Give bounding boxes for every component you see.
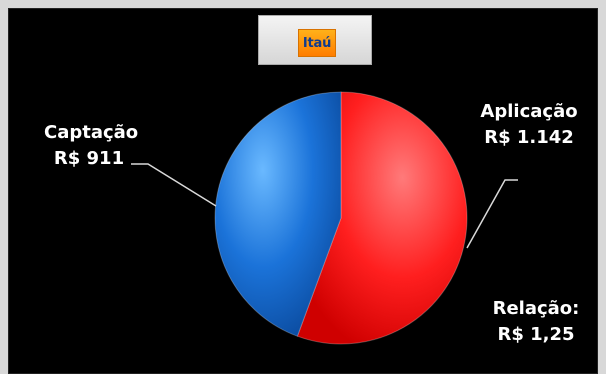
captacao-slice <box>214 91 342 337</box>
captacao-label: Captação <box>44 122 139 143</box>
relacao-label-block: Relação: R$ 1,25 <box>486 296 586 348</box>
itau-logo: Itaú <box>298 29 336 57</box>
brand-logo-panel: Itaú <box>258 15 372 65</box>
aplicacao-label: Aplicação <box>480 101 578 122</box>
relacao-label: Relação: <box>492 298 580 319</box>
aplicacao-leader-line <box>466 179 518 249</box>
captacao-value: R$ 911 <box>53 148 125 169</box>
relacao-value: R$ 1,25 <box>497 324 575 345</box>
aplicacao-slice <box>296 91 468 345</box>
itau-logo-text: Itaú <box>302 35 332 51</box>
aplicacao-label-block: Aplicação R$ 1.142 <box>474 99 584 151</box>
captacao-label-block: Captação R$ 911 <box>44 120 139 172</box>
captacao-leader-line <box>131 163 217 207</box>
pie-chart <box>131 91 518 345</box>
chart-frame: Itaú Captação R$ 911 Aplicação R$ 1.142 … <box>8 8 598 374</box>
aplicacao-value: R$ 1.142 <box>484 127 574 148</box>
